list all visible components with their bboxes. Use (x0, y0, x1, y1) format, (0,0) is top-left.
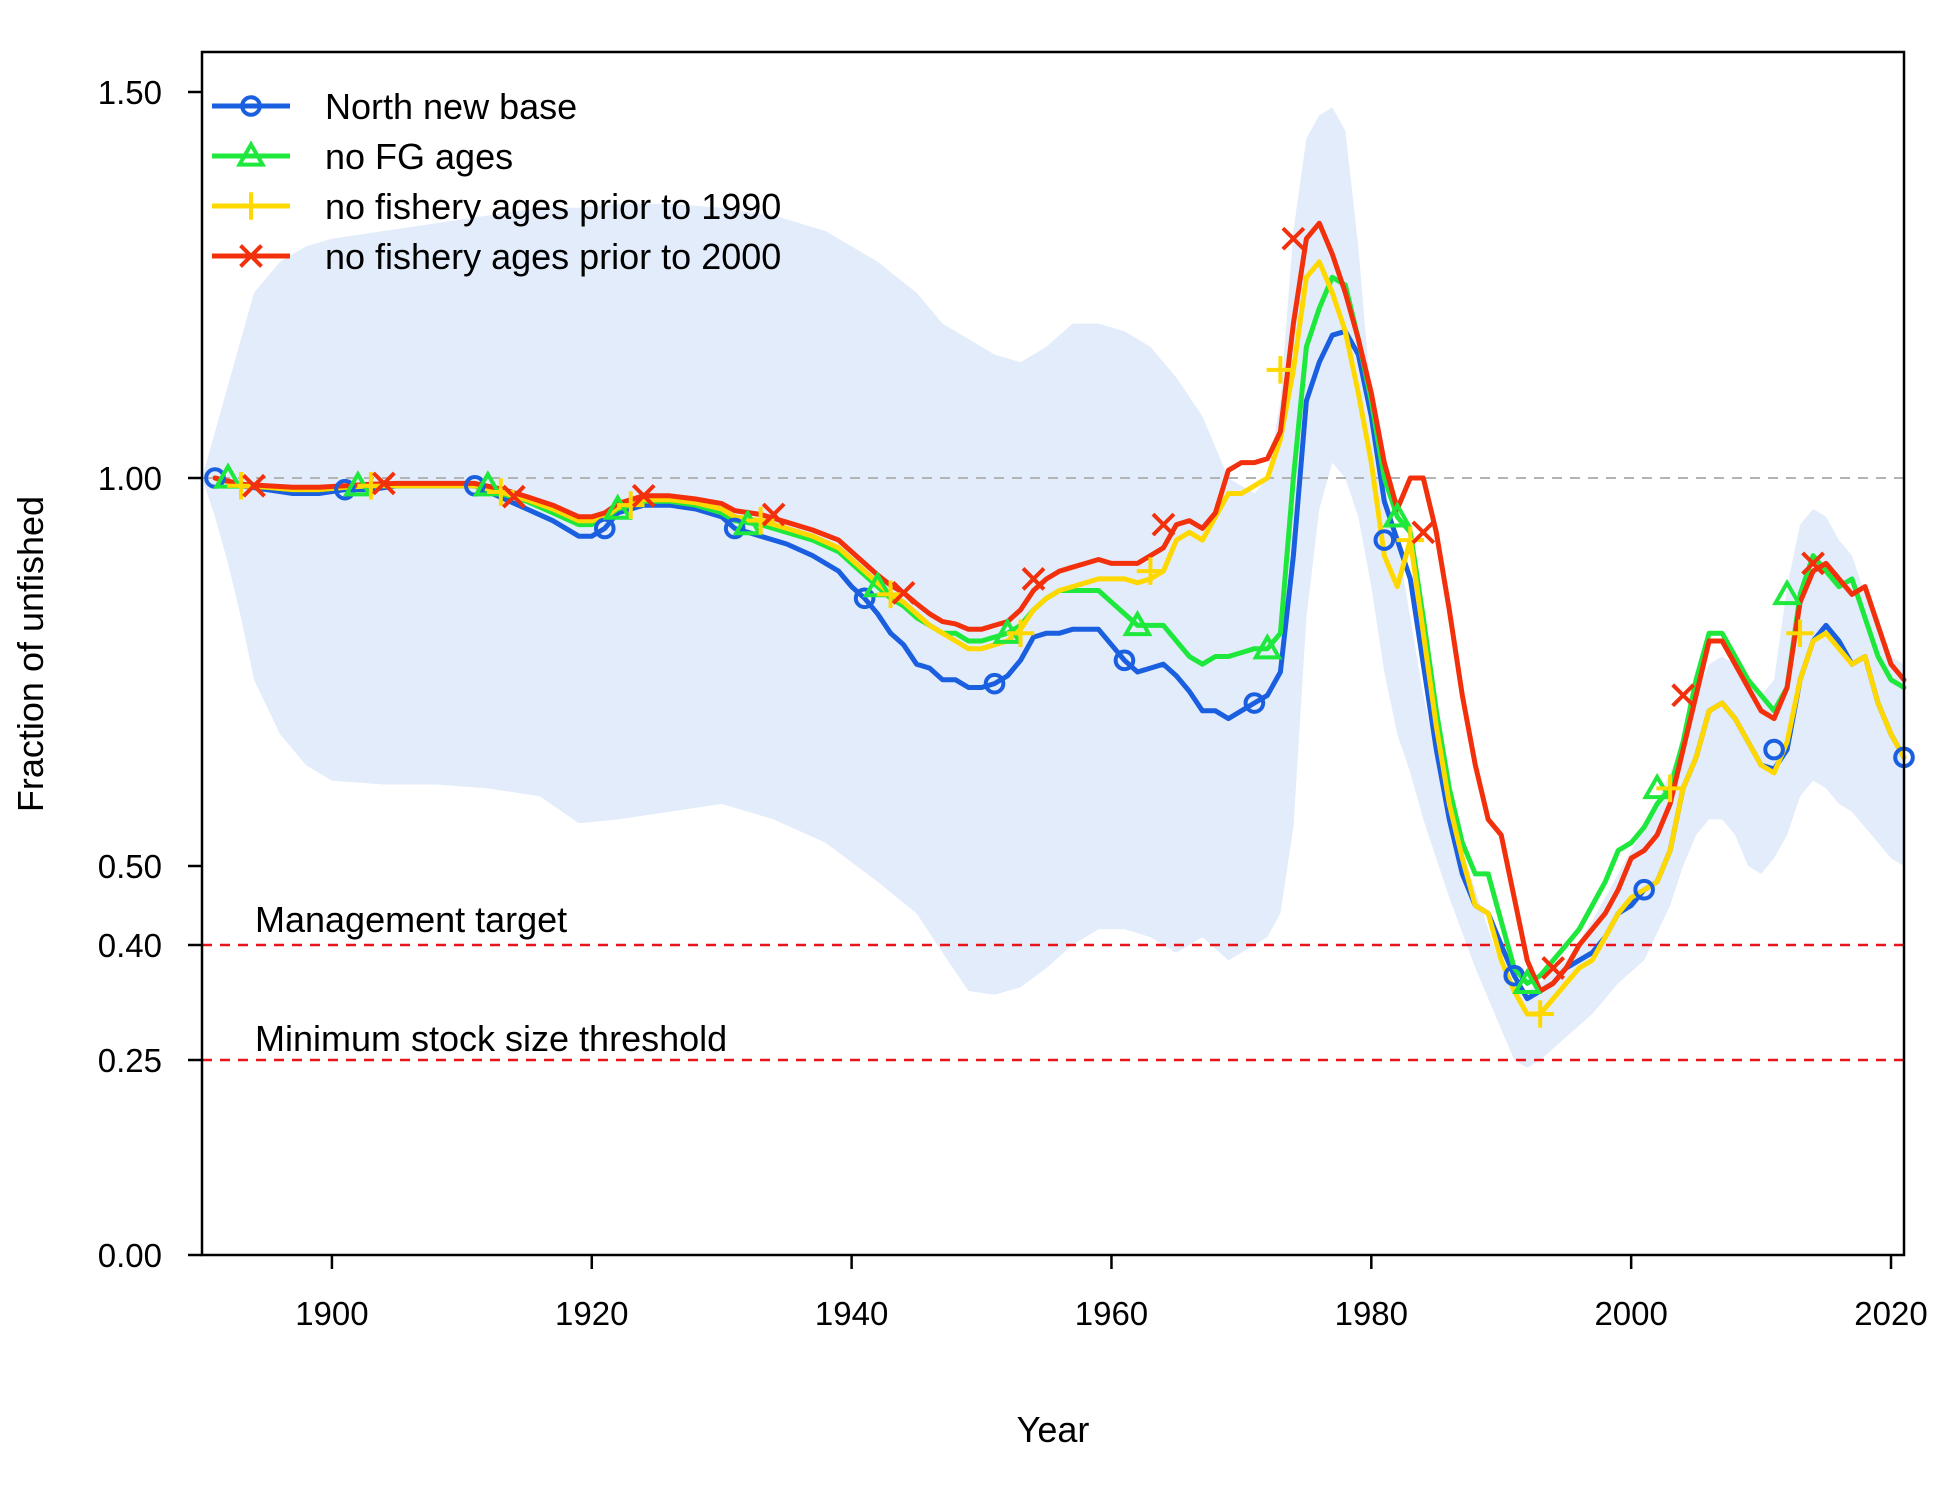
series-1-marker (334, 478, 356, 501)
x-tick-label: 1900 (295, 1295, 368, 1332)
minimum-stock-threshold-label: Minimum stock size threshold (255, 1018, 727, 1059)
legend-label: no fishery ages prior to 2000 (325, 236, 781, 277)
series-2-marker (1252, 633, 1283, 660)
series-3-marker (616, 491, 645, 519)
uncertainty-band-layer (202, 107, 1904, 1068)
series-1-marker (723, 517, 746, 540)
series-3-marker (1396, 526, 1425, 554)
x-axis-title: Year (1017, 1409, 1090, 1450)
series-1-marker (1243, 692, 1266, 714)
y-tick-label: 1.50 (98, 74, 162, 111)
series-3-marker (227, 472, 255, 500)
series-1-marker (1113, 649, 1136, 672)
series-1-marker (1633, 878, 1655, 901)
y-axis-title: Fraction of unfished (10, 496, 51, 812)
x-tick-label: 2020 (1854, 1295, 1927, 1332)
x-tick-label: 2000 (1594, 1295, 1667, 1332)
marker-layer (204, 226, 1915, 1028)
series-3-marker (1136, 557, 1165, 585)
legend-swatch-marker (239, 244, 263, 268)
x-tick-label: 1980 (1335, 1295, 1408, 1332)
legend: North new base no FG ages no fishery ages … (212, 86, 781, 277)
series-4-marker (1541, 956, 1566, 980)
series-4-marker (1411, 520, 1436, 545)
series-4-marker (1021, 567, 1046, 591)
series-3-marker (1006, 619, 1035, 647)
series-2-marker (1382, 501, 1413, 528)
series-1-marker (1373, 529, 1396, 551)
series-1-marker (983, 672, 1006, 695)
legend-swatch-marker (236, 140, 266, 167)
series-4-marker (761, 502, 786, 527)
y-tick-label: 0.50 (98, 848, 162, 885)
plot-frame (200, 50, 1906, 1257)
x-tick-label: 1960 (1075, 1295, 1148, 1332)
series-4-marker (1281, 226, 1306, 251)
management-target-label: Management target (255, 899, 567, 940)
series-4-marker (242, 473, 266, 498)
series-2-marker (1772, 578, 1803, 606)
series-3-marker (1656, 774, 1684, 803)
x-tick-label: 1920 (555, 1295, 628, 1332)
uncertainty-band (202, 107, 1904, 1068)
series-2-marker (472, 470, 503, 497)
series-4-marker (501, 484, 526, 509)
series-2-marker (732, 508, 763, 536)
series-2-marker (602, 493, 633, 520)
x-tick-label: 1940 (815, 1295, 888, 1332)
series-4-marker (1151, 512, 1176, 537)
series-1-marker (1763, 738, 1785, 761)
series-4-marker (372, 471, 396, 496)
legend-label: North new base (325, 86, 577, 127)
legend-swatch-marker (240, 95, 262, 117)
series-1-marker (853, 587, 876, 610)
series-3-marker (1266, 356, 1295, 384)
series-4-marker (1801, 551, 1825, 576)
legend-swatch-marker (237, 192, 265, 220)
y-tick-label: 1.00 (98, 460, 162, 497)
series-4-marker (631, 483, 656, 508)
series-3-marker (1526, 1000, 1554, 1028)
y-tick-label: 0.40 (98, 927, 162, 964)
series-4-marker (891, 580, 916, 605)
series-4-marker (1671, 683, 1695, 708)
series-3-marker (1786, 619, 1814, 647)
axis-layer: 1900 1920 1940 1960 1980 2000 2020 0.00 0.25 0.40… (98, 74, 1928, 1332)
legend-label: no FG ages (325, 136, 513, 177)
series-2-marker (1122, 609, 1153, 637)
legend-label: no fishery ages prior to 1990 (325, 186, 781, 227)
series-line-3 (212, 259, 1907, 1017)
y-tick-label: 0.00 (98, 1237, 162, 1274)
y-tick-label: 0.25 (98, 1042, 162, 1079)
series-2-marker (1512, 967, 1543, 994)
reference-line-layer (202, 477, 1904, 1062)
